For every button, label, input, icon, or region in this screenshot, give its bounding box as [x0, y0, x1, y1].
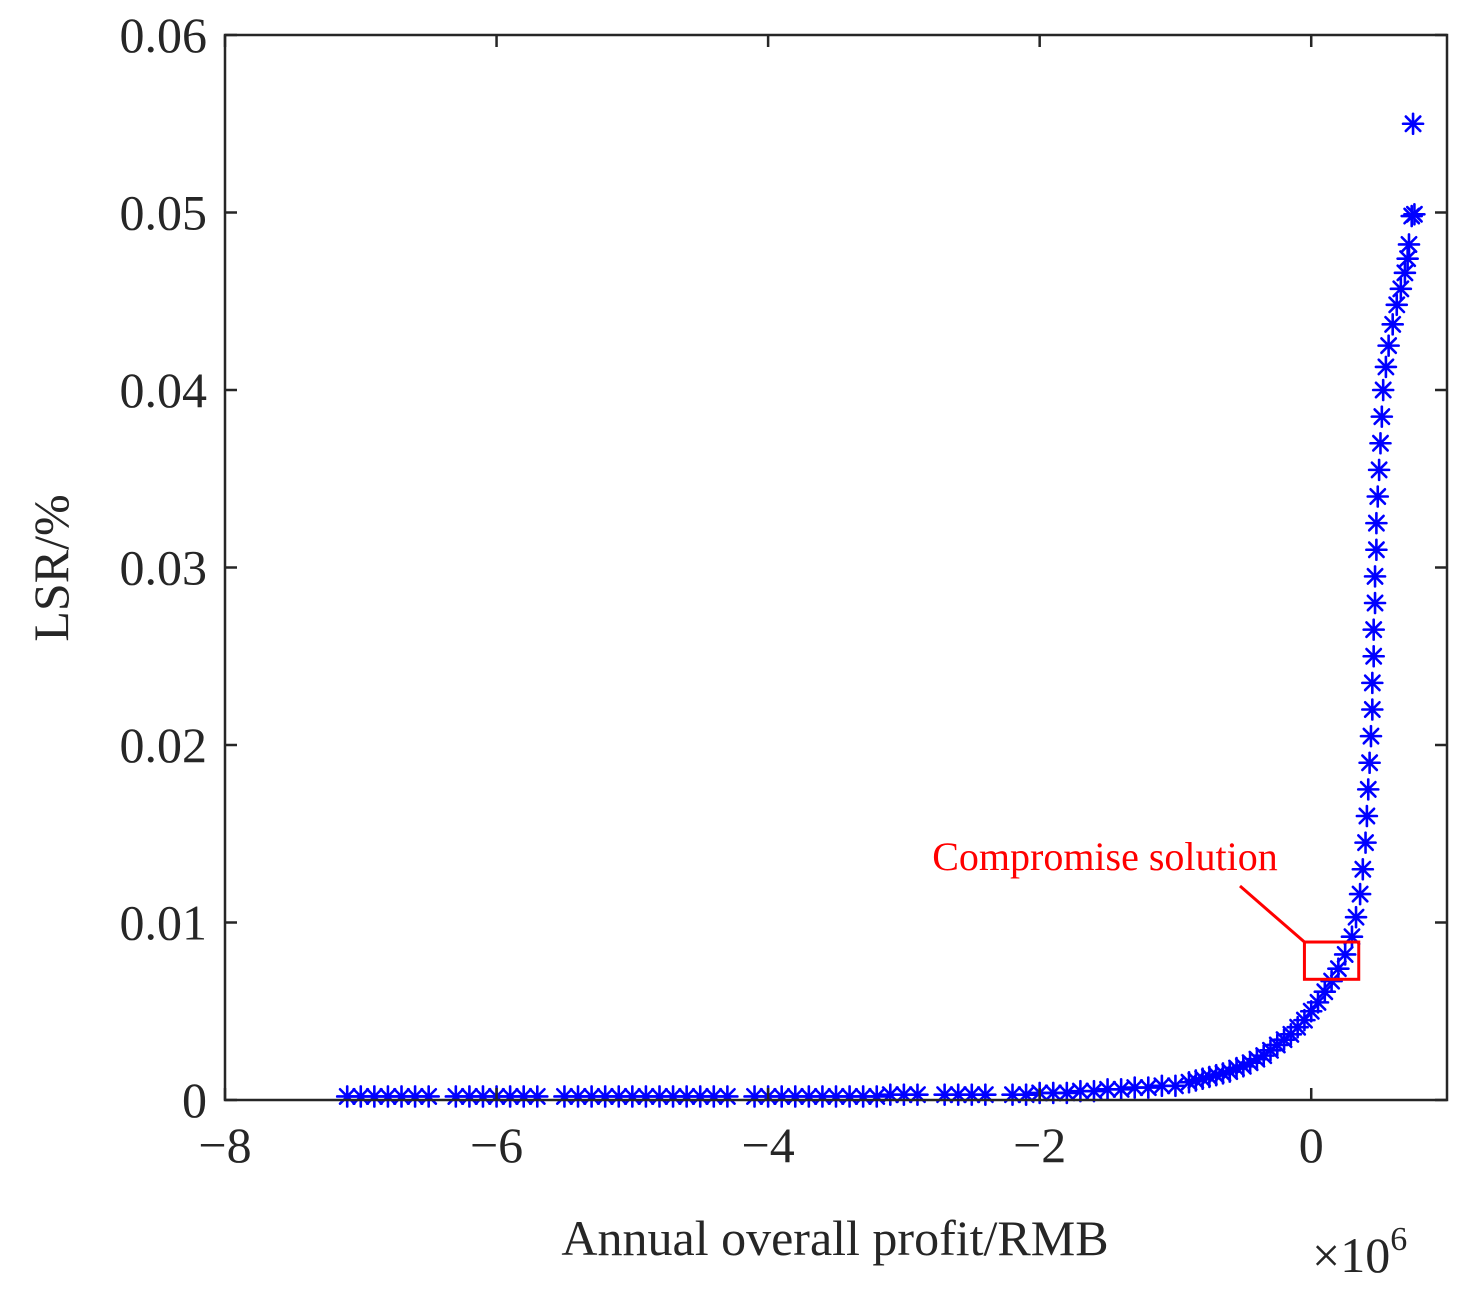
- y-tick-label: 0.03: [120, 540, 208, 596]
- data-point: [1363, 591, 1387, 615]
- data-points: [335, 112, 1426, 1108]
- annotation-layer: Compromise solution: [932, 834, 1361, 981]
- data-point: [1355, 804, 1379, 828]
- data-point: [1377, 334, 1400, 357]
- data-point: [1164, 1074, 1187, 1098]
- data-point: [1055, 1081, 1079, 1105]
- x-tick-label: −6: [470, 1117, 523, 1173]
- data-point: [1344, 905, 1368, 929]
- compromise-solution-box: [1302, 940, 1361, 981]
- data-point: [1313, 980, 1337, 1004]
- data-point: [1401, 112, 1425, 136]
- compromise-solution-label: Compromise solution: [932, 834, 1278, 879]
- data-point: [1351, 857, 1375, 881]
- tick-marks: [223, 33, 1447, 1102]
- data-point: [1356, 778, 1380, 801]
- data-point: [1348, 882, 1372, 906]
- data-point: [716, 1085, 739, 1108]
- data-point: [1367, 458, 1391, 482]
- data-point: [1393, 261, 1417, 285]
- y-tick-label: 0: [182, 1072, 207, 1128]
- data-point: [1136, 1076, 1160, 1099]
- data-point: [1374, 355, 1398, 379]
- data-point: [1123, 1076, 1147, 1099]
- data-point: [1361, 698, 1384, 721]
- x-axis-title: Annual overall profit/RMB: [561, 1210, 1108, 1266]
- x-axis-multiplier-exponent: 6: [1390, 1221, 1407, 1258]
- data-point: [1362, 644, 1385, 668]
- y-axis-title: LSR/%: [23, 494, 79, 641]
- data-point: [1403, 202, 1426, 226]
- data-point: [974, 1083, 997, 1106]
- data-point: [1385, 293, 1409, 317]
- data-point: [1366, 485, 1390, 508]
- data-point: [1361, 671, 1384, 695]
- data-point: [1354, 831, 1377, 854]
- x-tick-label: −4: [742, 1117, 795, 1173]
- data-point: [525, 1085, 549, 1108]
- x-tick-label: −2: [1013, 1117, 1066, 1173]
- data-point: [1365, 511, 1388, 535]
- data-point: [1359, 724, 1383, 748]
- y-tick-label: 0.02: [120, 717, 208, 773]
- data-point: [1381, 313, 1404, 336]
- data-point: [1358, 751, 1381, 775]
- y-tick-label: 0.05: [120, 185, 208, 241]
- compromise-solution-leader: [1239, 884, 1306, 944]
- data-point: [1333, 943, 1357, 966]
- data-point: [1363, 565, 1387, 588]
- data-point: [1396, 247, 1419, 270]
- x-axis-multiplier: ×106: [1312, 1221, 1407, 1283]
- data-point: [1362, 618, 1385, 641]
- y-tick-label: 0.01: [120, 895, 208, 951]
- y-tick-label: 0.04: [120, 362, 208, 418]
- x-axis-multiplier-base: ×10: [1312, 1227, 1390, 1283]
- data-point: [1371, 378, 1395, 402]
- data-point: [906, 1083, 929, 1106]
- data-point: [1365, 538, 1388, 562]
- data-point: [1389, 277, 1413, 301]
- data-point: [1370, 405, 1394, 428]
- tick-labels: −8 −6 −4 −2 0 0 0.01 0.02 0.03 0.04 0.05 0.06: [120, 7, 1324, 1173]
- axes-frame: [223, 33, 1449, 1102]
- data-point: [1245, 1047, 1269, 1071]
- x-tick-label: −8: [198, 1117, 251, 1173]
- data-point: [1369, 431, 1392, 455]
- data-point: [1109, 1078, 1133, 1101]
- x-tick-label: 0: [1299, 1117, 1324, 1173]
- data-point: [1397, 233, 1421, 256]
- y-tick-label: 0.06: [120, 7, 208, 63]
- data-point: [1082, 1079, 1106, 1103]
- data-point: [417, 1085, 440, 1108]
